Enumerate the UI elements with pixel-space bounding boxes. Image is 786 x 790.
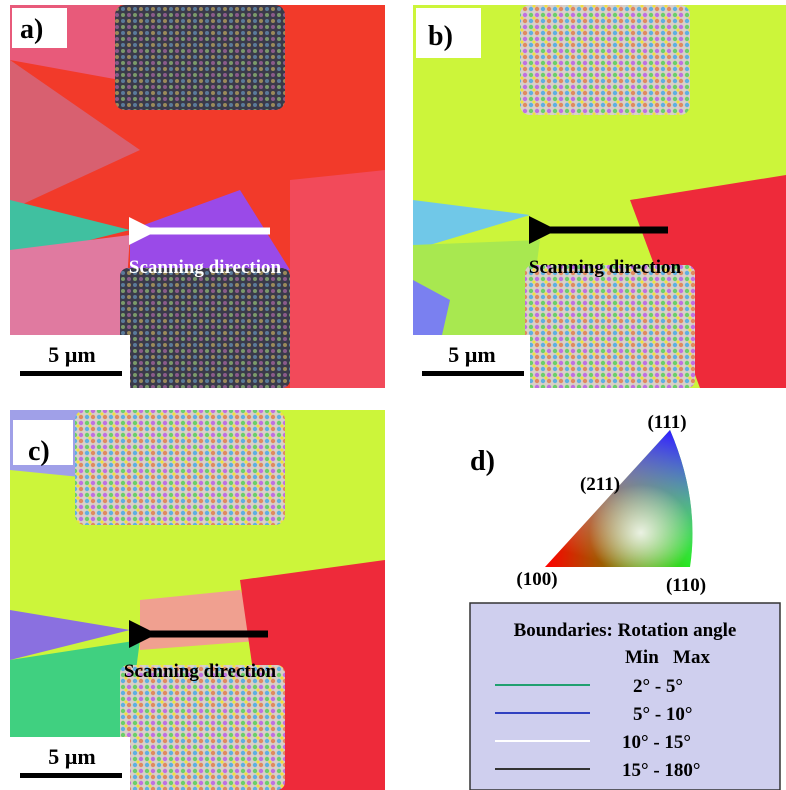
legend-row: 15° - 180° — [622, 760, 701, 781]
legend-title: Boundaries: Rotation angle — [514, 620, 737, 641]
rect-shape — [525, 265, 695, 388]
panel-label: c) — [28, 436, 50, 467]
rect-shape — [20, 371, 122, 376]
rect-shape — [520, 5, 690, 115]
rect-shape — [422, 371, 524, 376]
panel-b: Scanning direction b) 5 µm — [413, 5, 786, 388]
rect-shape — [120, 268, 290, 388]
pole-label: (111) — [647, 412, 686, 433]
pole-label: (110) — [666, 575, 706, 596]
panel-c: Scanning direction c) 5 µm — [10, 410, 385, 790]
rect-shape — [120, 665, 285, 790]
direction-label: Scanning direction — [124, 661, 277, 682]
scale-label: 5 µm — [48, 744, 96, 769]
direction-label: Scanning direction — [529, 257, 682, 278]
legend-header: Min Max — [625, 647, 710, 668]
rect-shape — [115, 5, 285, 110]
direction-label: Scanning direction — [129, 257, 282, 278]
panel-d: d) (111) (211) (100) (110) Boundaries: R… — [413, 410, 786, 790]
scale-label: 5 µm — [448, 342, 496, 367]
rect-shape — [20, 773, 122, 778]
panel-label: a) — [20, 14, 43, 45]
pole-label: (211) — [580, 474, 620, 495]
legend-row: 10° - 15° — [622, 732, 691, 753]
legend-row: 5° - 10° — [633, 704, 693, 725]
panel-a: Scanning direction a) 5 µm — [10, 5, 385, 388]
scale-label: 5 µm — [48, 342, 96, 367]
polygon-shape — [290, 170, 385, 388]
panel-label: b) — [428, 21, 453, 52]
figure: Scanning direction a) 5 µm Scanning dire… — [0, 0, 786, 790]
panel-label: d) — [470, 446, 495, 477]
rect-shape — [75, 410, 285, 525]
pole-label: (100) — [516, 569, 557, 590]
legend-row: 2° - 5° — [633, 676, 683, 697]
